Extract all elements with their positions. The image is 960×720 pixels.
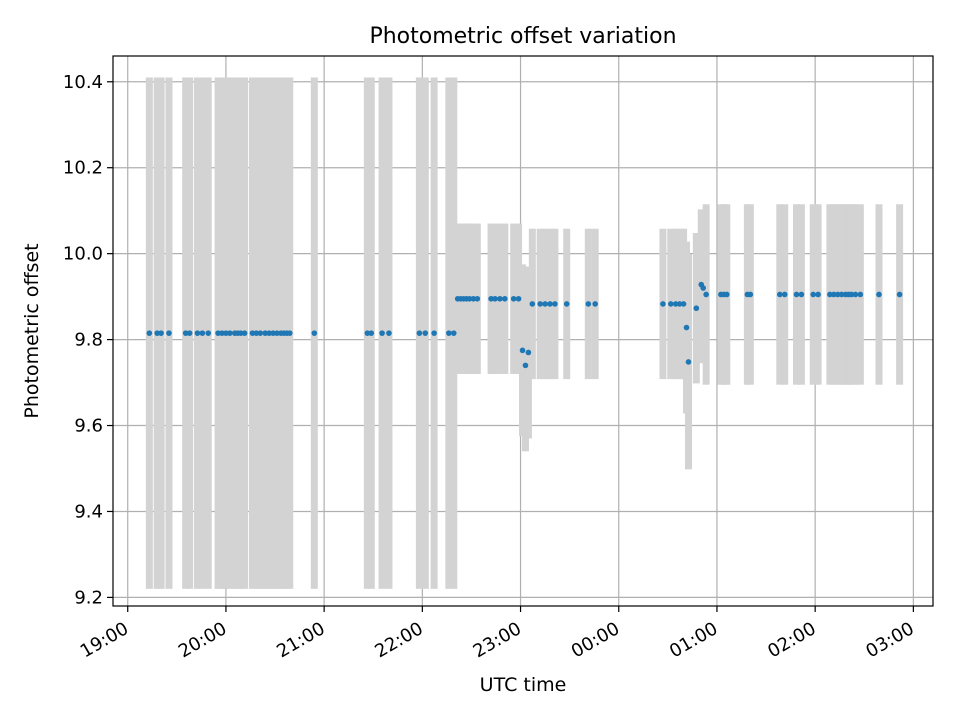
y-tick-label: 9.8 — [74, 330, 103, 351]
data-point — [848, 291, 855, 298]
data-point — [422, 330, 429, 336]
data-point — [810, 291, 816, 298]
data-point — [781, 291, 788, 298]
y-tick-label: 10.4 — [63, 72, 103, 93]
chart-title: Photometric offset variation — [369, 24, 676, 49]
data-point — [815, 291, 821, 298]
data-point — [237, 330, 244, 336]
data-point — [519, 347, 526, 354]
data-point — [416, 330, 423, 336]
data-point — [158, 330, 164, 336]
data-point — [592, 301, 598, 307]
data-point — [474, 295, 481, 302]
data-point — [552, 301, 558, 307]
data-point — [205, 330, 212, 336]
data-point — [542, 301, 548, 307]
y-tick-label: 9.4 — [74, 501, 103, 522]
data-point — [286, 330, 293, 336]
data-point — [585, 301, 592, 307]
data-point — [777, 291, 783, 298]
data-point — [199, 330, 206, 336]
y-axis-ticks: 9.2 9.4 9.6 9.8 10.0 10.2 10.4 — [63, 72, 113, 608]
data-point — [703, 291, 709, 298]
data-point — [502, 295, 508, 302]
x-axis-title: UTC time — [480, 674, 567, 696]
data-point — [660, 301, 666, 307]
data-point — [227, 330, 233, 336]
data-point — [154, 330, 160, 336]
data-point — [793, 291, 800, 298]
data-point — [492, 295, 498, 302]
data-point — [219, 330, 225, 336]
y-tick-label: 9.6 — [74, 416, 103, 437]
data-point — [529, 301, 536, 307]
data-point — [379, 330, 385, 336]
data-point — [563, 301, 570, 307]
data-point — [364, 330, 371, 336]
y-tick-label: 10.0 — [63, 244, 103, 265]
data-point — [537, 301, 543, 307]
data-point — [386, 330, 392, 336]
data-point — [241, 330, 248, 336]
data-point — [215, 330, 221, 336]
data-point — [446, 330, 452, 336]
data-point — [466, 295, 473, 302]
data-point — [182, 330, 189, 336]
data-point — [667, 301, 674, 307]
data-point — [798, 291, 805, 298]
data-point — [223, 330, 229, 336]
data-point — [747, 291, 754, 298]
data-point — [857, 291, 864, 298]
grid — [113, 56, 933, 606]
data-point — [515, 295, 522, 302]
data-point — [450, 330, 457, 336]
y-tick-label: 9.2 — [74, 587, 103, 608]
data-point — [274, 330, 280, 336]
data-point — [431, 330, 437, 336]
data-point — [700, 285, 707, 291]
data-point — [834, 291, 841, 298]
data-point — [266, 330, 272, 336]
data-point — [525, 349, 532, 356]
data-points — [146, 281, 903, 369]
data-point — [470, 295, 477, 302]
data-point — [510, 295, 517, 302]
data-point — [676, 301, 683, 307]
data-point — [262, 330, 269, 336]
data-point — [547, 301, 553, 307]
data-point — [257, 330, 264, 336]
data-point — [270, 330, 276, 336]
data-point — [522, 362, 529, 369]
y-tick-label: 10.2 — [63, 158, 103, 179]
data-point — [683, 324, 690, 331]
data-point — [194, 330, 201, 336]
data-point — [166, 330, 172, 336]
data-point — [876, 291, 882, 298]
data-point — [497, 295, 503, 302]
data-point — [896, 291, 903, 298]
data-point — [693, 305, 700, 312]
data-point — [723, 291, 730, 298]
data-point — [838, 291, 845, 298]
data-point — [146, 330, 153, 336]
data-point — [827, 291, 833, 298]
data-point — [680, 301, 687, 307]
data-point — [249, 330, 256, 336]
data-point — [368, 330, 375, 336]
data-point — [253, 330, 260, 336]
data-point — [685, 359, 692, 365]
data-point — [186, 330, 193, 336]
data-point — [488, 295, 494, 302]
data-point — [831, 291, 837, 298]
data-point — [852, 291, 859, 298]
data-point — [672, 301, 679, 307]
data-point — [311, 330, 318, 336]
plot-area-frame — [112, 55, 934, 607]
y-axis-title: Photometric offset — [21, 243, 43, 418]
